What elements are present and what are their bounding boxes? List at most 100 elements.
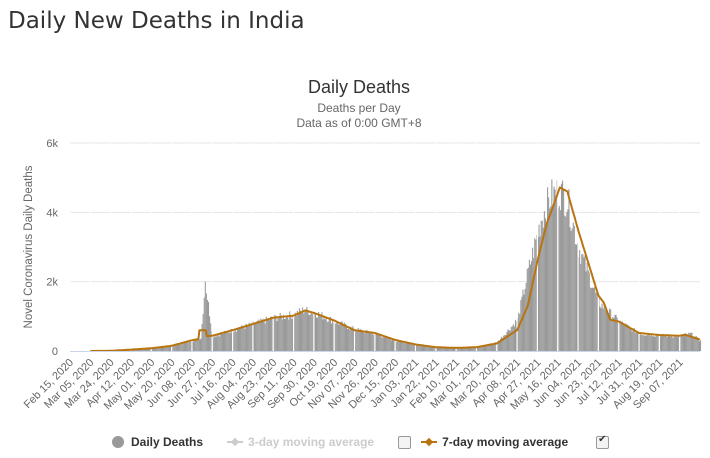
bar	[594, 287, 596, 351]
bar	[268, 320, 271, 351]
bar	[197, 339, 199, 351]
checkbox-7-day-average[interactable]	[596, 434, 610, 449]
legend-item-daily-deaths[interactable]: Daily Deaths	[112, 435, 203, 449]
bar	[508, 330, 510, 351]
bar	[271, 316, 273, 351]
bar	[213, 337, 215, 351]
bar	[243, 327, 245, 351]
bar	[544, 218, 546, 351]
bar	[609, 308, 611, 351]
bar	[575, 244, 577, 351]
bar	[518, 312, 520, 351]
bar	[370, 332, 372, 351]
bar	[235, 331, 237, 351]
bar	[163, 346, 165, 351]
bar	[357, 328, 359, 351]
bar	[349, 329, 351, 351]
bar	[428, 345, 430, 351]
bar	[228, 332, 230, 351]
bar	[404, 342, 406, 351]
bar	[633, 328, 635, 351]
bar	[389, 338, 391, 351]
bar	[522, 289, 524, 351]
bar	[396, 341, 398, 351]
bar	[675, 335, 677, 351]
bar	[441, 346, 443, 351]
bar	[237, 328, 239, 351]
bar	[342, 325, 344, 351]
chart-subtitle: Deaths per Day	[317, 101, 400, 115]
legend: Daily Deaths 3-day moving average 7-day …	[112, 433, 619, 451]
checkbox-3-day-average[interactable]	[398, 435, 412, 449]
bar	[481, 345, 483, 351]
bar	[240, 327, 242, 351]
legend-item-7-day-average[interactable]: 7-day moving average	[421, 435, 568, 449]
bar	[656, 334, 658, 351]
bar	[591, 287, 594, 351]
bar	[314, 314, 317, 351]
bar	[485, 345, 487, 351]
bar	[489, 343, 491, 351]
bar	[566, 211, 568, 351]
bar	[352, 326, 354, 351]
bar	[538, 224, 540, 351]
legend-label-7-day-average: 7-day moving average	[442, 435, 569, 449]
bar	[379, 334, 381, 351]
bar	[410, 343, 412, 351]
bar	[681, 335, 683, 351]
bar	[584, 255, 586, 351]
bar	[460, 347, 462, 351]
bar	[200, 338, 202, 351]
bar	[329, 316, 331, 351]
bar	[382, 337, 384, 351]
bar	[461, 346, 463, 351]
bar	[368, 333, 370, 351]
bar	[413, 344, 415, 351]
bar	[654, 336, 656, 351]
legend-item-3-day-average[interactable]: 3-day moving average	[227, 435, 374, 449]
bar	[513, 326, 515, 351]
bar	[188, 340, 190, 351]
bar	[514, 320, 517, 351]
bar	[383, 337, 385, 351]
bar	[473, 347, 475, 351]
line-marker-icon	[421, 436, 438, 448]
bar	[567, 209, 569, 351]
bar	[144, 348, 146, 351]
bar	[445, 347, 447, 351]
bar	[204, 281, 206, 351]
bar	[244, 328, 246, 351]
bar	[189, 341, 191, 351]
bar	[290, 315, 292, 351]
bar	[680, 336, 682, 351]
bar	[615, 314, 617, 351]
bar	[559, 210, 561, 351]
bar	[355, 330, 357, 351]
bar	[695, 336, 697, 351]
bar	[416, 345, 418, 351]
bar	[412, 344, 414, 351]
legend-label-daily-deaths: Daily Deaths	[131, 435, 204, 449]
bar	[138, 349, 140, 351]
bar	[265, 316, 267, 351]
bar	[350, 326, 352, 351]
bar	[278, 317, 280, 351]
bar	[207, 301, 210, 351]
bar	[233, 331, 235, 351]
chart-subtitle-date: Data as of 0:00 GMT+8	[296, 116, 421, 130]
bar	[503, 335, 505, 351]
bar	[647, 334, 649, 351]
bar	[682, 335, 684, 351]
bar	[390, 340, 392, 351]
bar	[287, 317, 289, 351]
bar	[671, 335, 673, 351]
bar	[157, 347, 159, 351]
bar	[424, 346, 426, 351]
bar	[571, 228, 573, 351]
bar	[581, 254, 583, 351]
bar	[210, 323, 212, 351]
bar	[588, 272, 590, 351]
bar	[543, 211, 545, 351]
bar	[381, 337, 383, 351]
bar	[447, 347, 449, 351]
